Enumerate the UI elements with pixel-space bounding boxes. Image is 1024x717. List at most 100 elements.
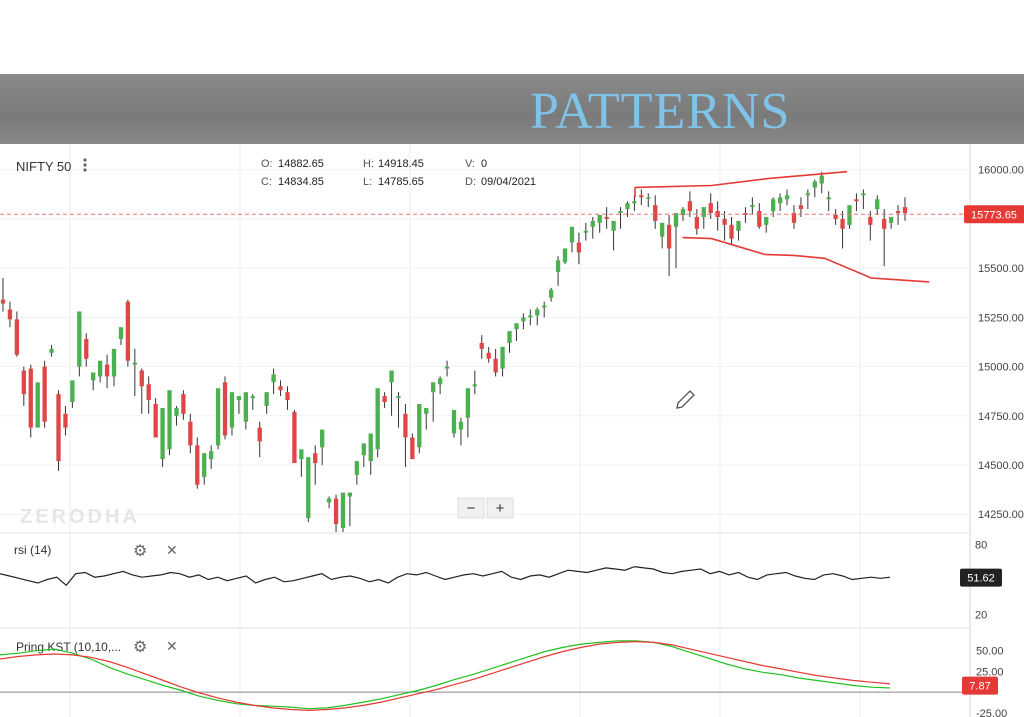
candle-body (833, 214, 838, 219)
candle-body (424, 407, 429, 414)
candle-body (174, 407, 179, 416)
zoom-out-button[interactable]: − (457, 497, 485, 519)
candle-body (646, 197, 651, 199)
candle-body (604, 216, 609, 219)
price-tick-label: 14750.00 (978, 411, 1024, 423)
candle-body (368, 433, 373, 462)
candle-body (805, 193, 811, 196)
price-tick-label: 15500.00 (978, 263, 1024, 275)
candle-body (791, 213, 797, 223)
candle-body (243, 392, 248, 422)
last-price-tag (964, 205, 1024, 224)
candle-body (306, 457, 311, 519)
candle-body (750, 205, 755, 208)
candle-body (701, 207, 706, 217)
candle-body (257, 427, 262, 442)
candle-body (77, 311, 82, 367)
candle-body (146, 384, 151, 401)
pencil-cursor-icon (676, 390, 695, 409)
candle-body (153, 403, 158, 438)
candle-body (326, 498, 332, 503)
kst-line (0, 640, 891, 710)
candle-body (361, 443, 366, 456)
candle-body (202, 453, 207, 477)
kst-close-icon[interactable]: ✕ (166, 638, 178, 654)
candle-body (847, 205, 852, 225)
candle-body (63, 413, 68, 428)
price-axis: 16000.0015750.0015500.0015250.0015000.00… (0, 144, 1024, 717)
ohlc-close: 14834.85 (278, 176, 324, 188)
kst-last-label: 7.87 (969, 681, 990, 693)
candle-body (160, 407, 165, 460)
zoom-in-button[interactable]: + (486, 497, 514, 519)
candle-body (42, 366, 47, 422)
candles-layer (0, 171, 908, 532)
candle-body (84, 339, 89, 359)
candle-body (285, 392, 290, 401)
candle-body (132, 362, 137, 365)
candle-body (431, 382, 436, 393)
candle-body (680, 209, 686, 215)
candle-body (181, 394, 186, 414)
instrument-menu-icon[interactable] (83, 158, 87, 172)
candle-body (70, 380, 75, 403)
candle-body (812, 181, 817, 188)
candle-body (118, 327, 124, 340)
candle-body (826, 197, 831, 200)
candle-body (389, 370, 394, 383)
trendlines-layer (634, 170, 930, 283)
ohlc-low-label: L: (363, 176, 372, 188)
rsi-tick-label: 20 (975, 609, 987, 621)
candle-body (493, 358, 498, 373)
trendline (634, 170, 848, 189)
candle-body (292, 411, 297, 464)
candle-body (271, 374, 276, 383)
candle-body (299, 449, 304, 460)
candle-body (437, 378, 443, 385)
candle-body (653, 205, 658, 221)
candle-body (798, 205, 804, 210)
candle-body (507, 331, 512, 343)
candle-body (875, 199, 880, 210)
candle-body (562, 248, 568, 263)
kst-settings-icon[interactable]: ⚙ (133, 639, 147, 656)
ohlc-close-label: C: (261, 176, 272, 188)
candle-body (784, 195, 790, 200)
candle-body (771, 199, 776, 212)
candle-body (97, 360, 103, 377)
ohlc-open: 14882.65 (278, 158, 324, 170)
candle-body (840, 218, 845, 229)
grid (0, 144, 968, 717)
candle-body (673, 213, 679, 227)
candle-body (666, 224, 672, 249)
candle-body (854, 199, 859, 202)
candle-body (215, 388, 221, 446)
candle-body (278, 386, 283, 391)
kst-tick-label: -25.00 (976, 708, 1007, 717)
candle-body (28, 368, 33, 428)
chart-area[interactable]: NIFTY 50 O: 14882.65 H: 14918.45 V: 0 C:… (0, 144, 1024, 717)
candle-body (250, 396, 255, 399)
candle-body (736, 220, 741, 231)
candle-body (444, 366, 450, 369)
candle-body (514, 323, 519, 330)
rsi-settings-icon[interactable]: ⚙ (133, 543, 147, 560)
rsi-close-icon[interactable]: ✕ (166, 542, 178, 558)
candle-body (895, 211, 901, 214)
ohlc-date-label: D: (465, 176, 476, 188)
candle-body (660, 222, 665, 237)
candle-body (410, 437, 415, 460)
candle-body (7, 309, 13, 320)
ohlc-high-label: H: (363, 158, 374, 170)
candle-body (868, 216, 873, 225)
candle-body (888, 216, 894, 223)
banner-title: PATTERNS (530, 83, 791, 140)
candle-body (195, 445, 200, 485)
ohlc-low: 14785.65 (378, 176, 424, 188)
candle-body (597, 214, 602, 223)
ohlc-volume-label: V: (465, 158, 475, 170)
candle-body (21, 370, 26, 395)
candle-body (625, 203, 630, 210)
banner (0, 74, 1024, 144)
svg-text:−: − (467, 500, 476, 517)
